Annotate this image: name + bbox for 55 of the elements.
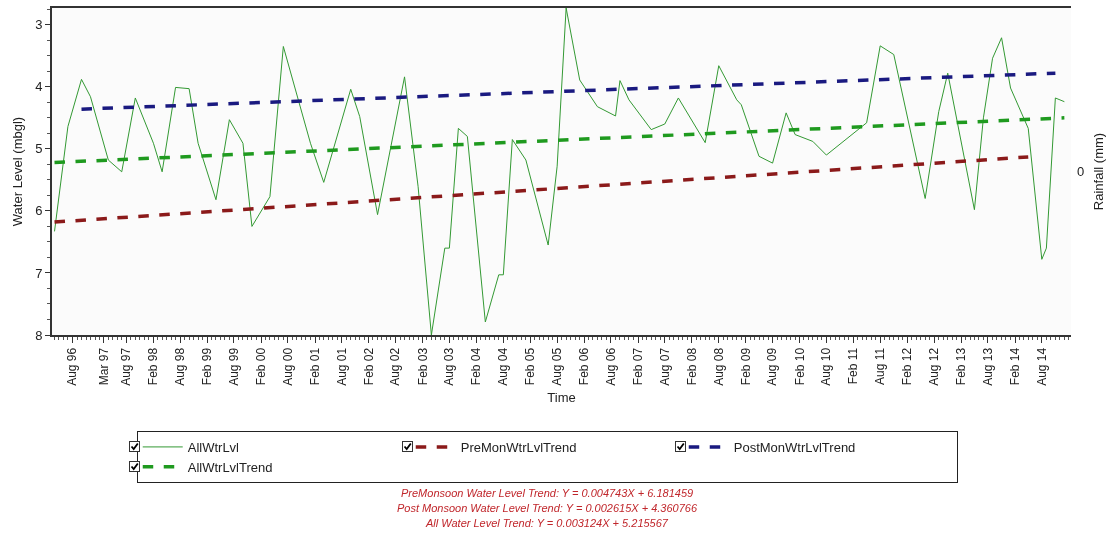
- y-tick-label: 6: [35, 203, 43, 219]
- x-tick-label: Feb 98: [146, 347, 161, 386]
- text: All Water Level Trend: Y = 0.003124X + 5.215567: [425, 517, 669, 529]
- text: Post Monsoon Water Level Trend: Y = 0.002615X + 4.360766: [397, 502, 698, 514]
- y-tick-label: 3: [35, 17, 43, 33]
- x-tick-label: Feb 02: [361, 347, 376, 386]
- x-axis-title: Time: [547, 389, 576, 405]
- x-tick-label: Aug 12: [927, 347, 942, 386]
- x-tick-label: Aug 04: [496, 347, 511, 386]
- x-tick-label: Feb 08: [684, 347, 699, 386]
- x-tick-label: Aug 14: [1034, 347, 1049, 386]
- x-tick-label: Feb 10: [792, 347, 807, 386]
- x-tick-label: Feb 06: [577, 347, 592, 386]
- y2-axis-title: Rainfall (mm): [1091, 132, 1107, 211]
- line-series: [54, 8, 1065, 335]
- x-tick-label: Aug 03: [442, 347, 457, 386]
- legend-label: AllWtrLvl: [187, 439, 240, 455]
- x-tick-label: Aug 06: [603, 347, 618, 386]
- text: 0: [1077, 164, 1085, 179]
- x-tick-label: Feb 07: [631, 347, 645, 386]
- text: PreMonsoon Water Level Trend: Y = 0.004743X + 6.181459: [401, 487, 694, 499]
- y-tick-label: 5: [35, 141, 43, 157]
- x-tick-label: Feb 13: [954, 347, 969, 386]
- x-tick-label: Feb 12: [900, 347, 915, 386]
- x-tick-label: Feb 04: [469, 347, 484, 386]
- x-tick-label: Aug 01: [334, 347, 349, 386]
- x-tick-label: Feb 03: [415, 347, 430, 386]
- y-tick-label: 7: [35, 265, 43, 281]
- x-tick-label: Feb 14: [1008, 347, 1023, 386]
- y-tick-label: 4: [35, 79, 43, 95]
- x-tick-label: Mar 97: [96, 347, 111, 386]
- x-tick-label: Feb 05: [523, 347, 538, 386]
- legend-label: PreMonWtrLvlTrend: [460, 439, 577, 455]
- x-tick-label: Aug 08: [711, 347, 726, 386]
- x-tick-label: Aug 11: [873, 347, 888, 385]
- x-tick-label: Aug 10: [819, 347, 834, 386]
- x-tick-label: Aug 13: [980, 347, 995, 386]
- x-tick-label: Aug 97: [119, 347, 134, 386]
- x-tick-label: Feb 00: [253, 347, 268, 386]
- x-tick-label: Aug 05: [550, 347, 565, 386]
- y-tick-label: 8: [35, 327, 43, 343]
- x-tick-label: Aug 00: [280, 347, 295, 386]
- x-tick-label: Aug 98: [173, 347, 188, 386]
- legend-label: AllWtrLvlTrend: [187, 459, 273, 475]
- x-tick-label: Feb 99: [200, 347, 215, 386]
- legend-label: PostMonWtrLvlTrend: [733, 439, 856, 455]
- x-tick-label: Aug 96: [65, 347, 80, 386]
- x-tick-label: Aug 09: [765, 347, 780, 386]
- x-tick-label: Feb 09: [738, 347, 753, 386]
- x-tick-label: Feb 01: [307, 347, 322, 386]
- x-tick-label: Aug 99: [226, 347, 241, 386]
- y-axis-title: Water Level (mbgl): [9, 116, 25, 227]
- x-tick-label: Aug 07: [657, 347, 672, 386]
- x-tick-label: Aug 02: [388, 347, 403, 386]
- x-tick-label: Feb 11: [846, 347, 861, 385]
